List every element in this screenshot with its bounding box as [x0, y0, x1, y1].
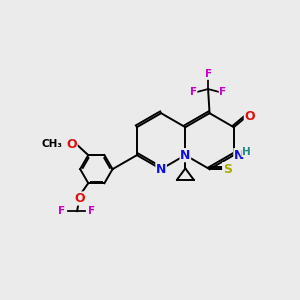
Text: F: F — [58, 206, 65, 216]
Text: S: S — [223, 163, 232, 176]
Text: N: N — [234, 149, 244, 162]
Text: O: O — [67, 138, 77, 151]
Text: F: F — [205, 69, 212, 79]
Text: F: F — [190, 87, 197, 97]
Text: O: O — [74, 192, 85, 205]
Text: F: F — [219, 87, 226, 97]
Text: F: F — [88, 206, 95, 216]
Text: O: O — [244, 110, 255, 123]
Text: N: N — [156, 163, 166, 176]
Text: H: H — [242, 147, 250, 157]
Text: CH₃: CH₃ — [41, 139, 62, 149]
Text: N: N — [180, 149, 190, 162]
